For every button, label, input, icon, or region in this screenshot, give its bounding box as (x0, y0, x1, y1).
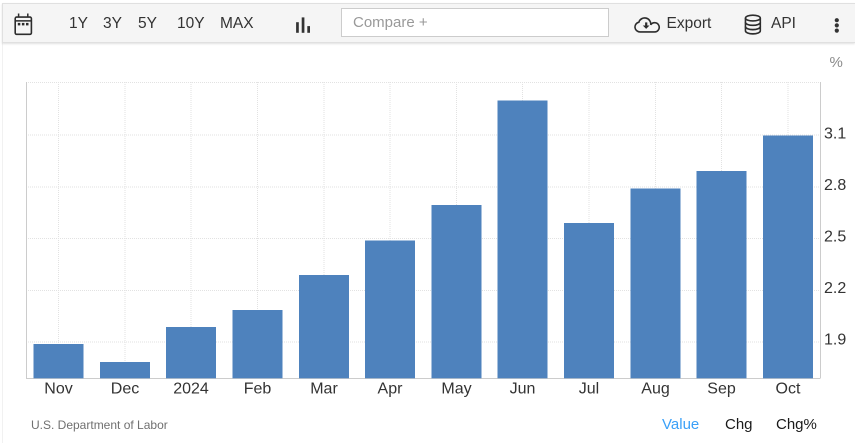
svg-text:1.9: 1.9 (824, 332, 846, 349)
svg-text:Aug: Aug (641, 381, 669, 398)
svg-text:2.2: 2.2 (824, 280, 846, 297)
svg-text:Mar: Mar (310, 381, 338, 398)
svg-text:2.5: 2.5 (824, 229, 846, 246)
svg-text:3.1: 3.1 (824, 126, 846, 143)
svg-text:2.8: 2.8 (824, 177, 846, 194)
svg-text:Nov: Nov (44, 381, 72, 398)
svg-text:2024: 2024 (173, 381, 209, 398)
svg-text:Jun: Jun (510, 381, 536, 398)
svg-text:May: May (441, 381, 471, 398)
svg-text:Dec: Dec (111, 381, 139, 398)
svg-text:Oct: Oct (776, 381, 801, 398)
svg-text:Jul: Jul (579, 381, 599, 398)
svg-text:%: % (830, 54, 843, 71)
svg-text:Sep: Sep (707, 381, 736, 398)
svg-text:Feb: Feb (244, 381, 272, 398)
svg-text:Apr: Apr (378, 381, 404, 398)
